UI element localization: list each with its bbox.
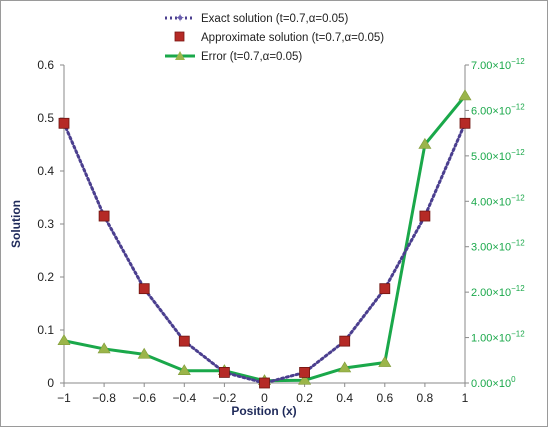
y2-tick-label: 2.00×10−12 xyxy=(471,284,525,299)
x-tick-label: −0.6 xyxy=(132,391,156,405)
error-point xyxy=(338,361,352,373)
legend-item-error: Error (t=0.7,α=0.05) xyxy=(165,51,302,63)
approx-point xyxy=(299,366,311,378)
y2-tick-label: 0.00×100 xyxy=(471,375,516,390)
approx-point xyxy=(339,335,351,347)
x-axis-title: Position (x) xyxy=(231,404,296,418)
approx-point xyxy=(178,335,190,347)
axes: 0 0.1 0.2 0.3 0.4 0.5 0.6 0.00×100 1.00×10−12 2.0… xyxy=(37,57,525,405)
error-point xyxy=(378,355,392,367)
y-tick-label: 0.1 xyxy=(37,323,54,337)
legend-approx-marker xyxy=(174,31,185,42)
error-point xyxy=(177,364,191,376)
y-tick-label: 0.6 xyxy=(37,58,54,72)
legend-error-label: Error (t=0.7,α=0.05) xyxy=(201,51,302,63)
x-tick-label: 0.2 xyxy=(296,391,313,405)
y-tick-label: 0.4 xyxy=(37,164,54,178)
y2-tick-label: 6.00×10−12 xyxy=(471,102,525,117)
error-point xyxy=(57,334,71,346)
approx-point xyxy=(379,283,391,295)
y-tick-label: 0.3 xyxy=(37,217,54,231)
legend: ✦ Exact solution (t=0.7,α=0.05) Approxim… xyxy=(165,11,384,63)
approx-point xyxy=(259,377,270,389)
y2-tick-label: 1.00×10−12 xyxy=(471,330,525,345)
approx-point xyxy=(218,366,230,378)
series-layer xyxy=(57,89,472,389)
x-tick-label: −0.4 xyxy=(172,391,196,405)
y-tick-label: 0 xyxy=(47,376,54,390)
y-tick-label: 0.5 xyxy=(37,111,54,125)
legend-approx-label: Approximate solution (t=0.7,α=0.05) xyxy=(201,32,384,44)
legend-item-exact: ✦ Exact solution (t=0.7,α=0.05) xyxy=(165,11,348,25)
error-point xyxy=(298,373,312,385)
legend-exact-marker: ✦ xyxy=(175,11,185,25)
error-point xyxy=(418,137,432,149)
legend-error-marker xyxy=(175,51,185,60)
error-point xyxy=(458,89,472,101)
x-tick-label: 0.6 xyxy=(376,391,393,405)
x-tick-label: −0.8 xyxy=(92,391,116,405)
y-axis-title: Solution xyxy=(9,200,23,248)
y2-tick-label: 7.00×10−12 xyxy=(471,57,525,72)
error-series-line xyxy=(63,94,467,383)
legend-item-approx: Approximate solution (t=0.7,α=0.05) xyxy=(174,31,384,44)
x-tick-label: −1 xyxy=(57,391,71,405)
y2-tick-label: 3.00×10−12 xyxy=(471,239,525,254)
x-tick-label: 1 xyxy=(462,391,469,405)
y2-tick-label: 4.00×10−12 xyxy=(471,193,525,208)
y2-tick-label: 5.00×10−12 xyxy=(471,148,525,163)
y-tick-label: 0.2 xyxy=(37,270,54,284)
approx-point xyxy=(419,210,431,222)
x-tick-label: 0.4 xyxy=(336,391,353,405)
approx-point xyxy=(58,117,70,129)
error-point xyxy=(97,342,111,354)
x-tick-label: 0.8 xyxy=(417,391,434,405)
x-tick-label: 0 xyxy=(261,391,268,405)
approx-point xyxy=(138,283,150,295)
approx-point xyxy=(98,210,110,222)
error-point xyxy=(137,347,151,359)
exact-series-line xyxy=(62,121,467,385)
x-tick-label: −0.2 xyxy=(213,391,237,405)
legend-exact-label: Exact solution (t=0.7,α=0.05) xyxy=(201,13,348,25)
approx-point xyxy=(459,117,471,129)
